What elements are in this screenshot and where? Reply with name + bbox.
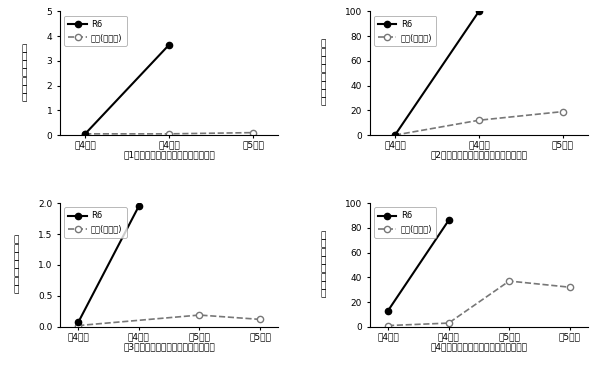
平年(高低除)	[166, 131, 173, 136]
平年(高低除)	[385, 323, 392, 328]
Line: 平年(高低除): 平年(高低除)	[392, 108, 566, 138]
Legend: R6, 平年(高低除): R6, 平年(高低除)	[64, 207, 127, 238]
Y-axis label: 発
生
圃
場
率
（
％
）: 発 生 圃 場 率 （ ％ ）	[320, 40, 325, 107]
Line: 平年(高低除): 平年(高低除)	[75, 312, 263, 329]
Line: R6: R6	[385, 217, 452, 314]
平年(高低除)	[559, 109, 566, 114]
平年(高低除)	[445, 321, 452, 325]
Y-axis label: 発
生
圃
場
率
（
％
）: 発 生 圃 場 率 （ ％ ）	[320, 231, 325, 299]
Legend: R6, 平年(高低除): R6, 平年(高低除)	[374, 16, 436, 46]
平年(高低除)	[566, 285, 574, 290]
R6	[385, 309, 392, 313]
平年(高低除)	[74, 323, 82, 328]
Text: 図2　大麦赤かび病の発生圃場率の推移: 図2 大麦赤かび病の発生圃場率の推移	[430, 150, 527, 159]
Text: 図4　小麦赤かび病の発生圃場率の推移: 図4 小麦赤かび病の発生圃場率の推移	[430, 342, 527, 351]
Line: 平年(高低除): 平年(高低除)	[385, 278, 573, 329]
平年(高低除)	[250, 130, 257, 135]
R6	[445, 218, 452, 223]
R6	[82, 131, 89, 136]
平年(高低除)	[196, 313, 203, 317]
平年(高低除)	[506, 279, 513, 283]
Legend: R6, 平年(高低除): R6, 平年(高低除)	[374, 207, 436, 238]
Text: 図3　小麦赤かび病の発生穂率の推移: 図3 小麦赤かび病の発生穂率の推移	[123, 342, 215, 351]
平年(高低除)	[475, 118, 482, 122]
Legend: R6, 平年(高低除): R6, 平年(高低除)	[64, 16, 127, 46]
Y-axis label: 発
生
穂
率
（
％
）: 発 生 穂 率 （ ％ ）	[13, 236, 19, 294]
R6	[166, 43, 173, 47]
平年(高低除)	[256, 317, 263, 321]
Y-axis label: 発
生
穂
率
（
％
）: 発 生 穂 率 （ ％ ）	[22, 44, 27, 103]
平年(高低除)	[391, 133, 398, 137]
Line: 平年(高低除): 平年(高低除)	[82, 130, 256, 137]
平年(高低除)	[82, 131, 89, 136]
Line: R6: R6	[82, 42, 172, 137]
Text: 図1　大麦赤かび病の発生穂率の推移: 図1 大麦赤かび病の発生穂率の推移	[123, 150, 215, 159]
